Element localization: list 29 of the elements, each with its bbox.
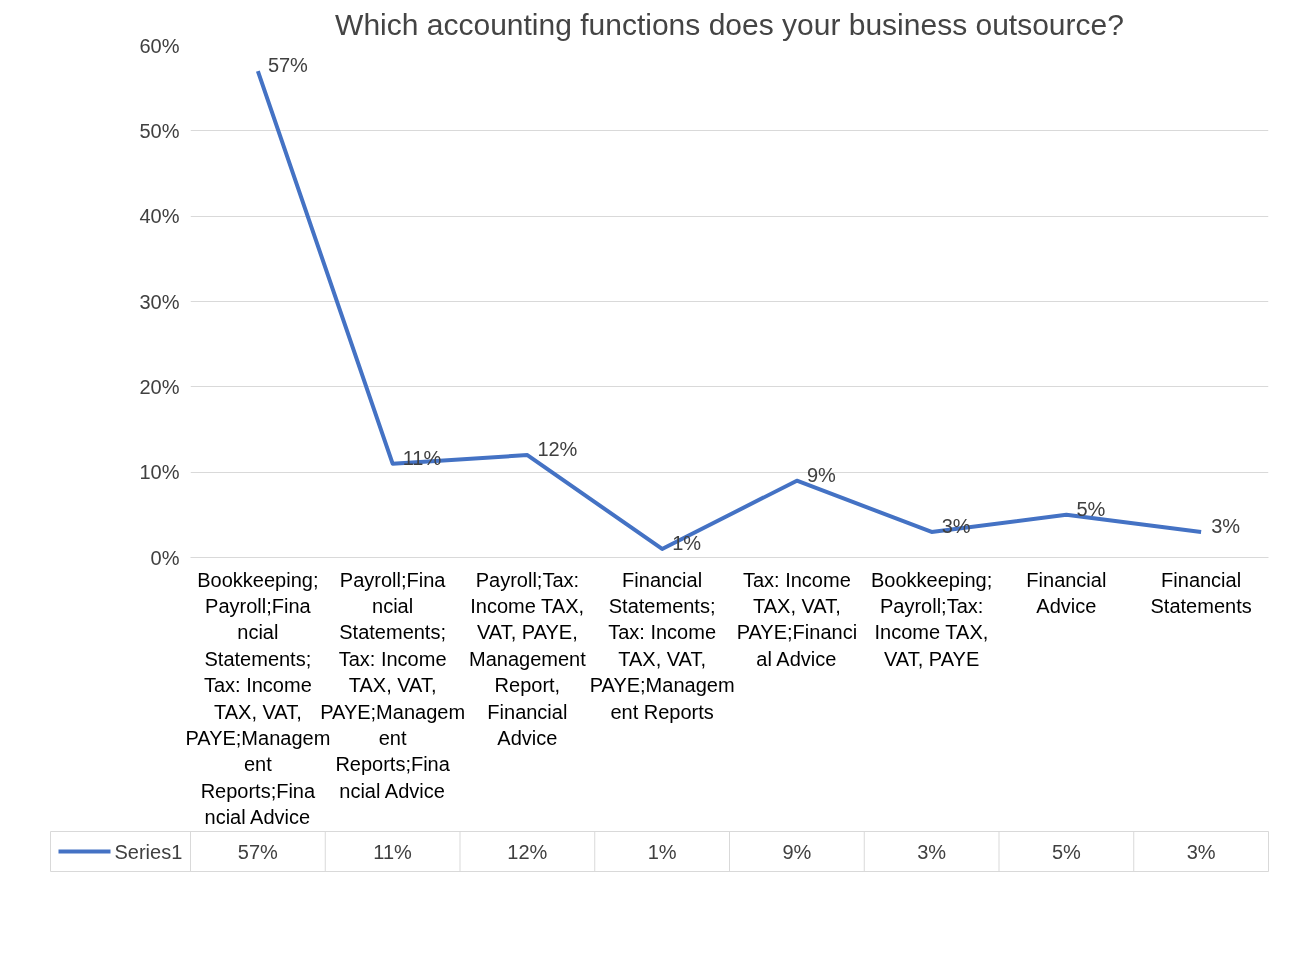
y-tick-label: 10% (139, 461, 180, 484)
y-tick-label: 30% (139, 290, 180, 313)
chart-title: Which accounting functions does your business outsource? (335, 7, 1124, 41)
data-label: 1% (647, 840, 677, 863)
data-label: 3% (917, 840, 947, 863)
x-tick-label: Bookkeeping;Payroll;Tax: Income TAX, VAT, PAYE (871, 568, 993, 670)
data-label: 5% (1051, 840, 1082, 863)
y-tick-label: 50% (139, 119, 180, 142)
y-tick-label: 0% (150, 546, 180, 569)
data-label: 12% (507, 840, 548, 863)
data-label: 57% (237, 840, 279, 863)
y-tick-label: 40% (139, 205, 180, 228)
y-tick-label: 20% (139, 375, 180, 398)
text: 3% (1211, 514, 1241, 537)
text: 12% (537, 438, 578, 461)
x-tick-label: Financial Advice (1026, 568, 1107, 617)
data-label: 3% (1186, 840, 1216, 863)
text: 9% (806, 463, 836, 486)
text: 5% (1076, 497, 1106, 520)
data-label: 9% (782, 840, 812, 863)
data-label: 11% (373, 840, 413, 863)
text: 57% (267, 54, 308, 77)
text: 1% (672, 531, 702, 554)
y-tick-label: 60% (139, 34, 180, 57)
x-tick-label: Payroll;Tax: Income TAX, VAT, PAYE, Management Report, Financial Advice (469, 568, 587, 749)
x-tick-label: Tax: Income TAX, VAT, PAYE;Financial Advice (736, 568, 858, 670)
legend-label: Series1 (114, 840, 183, 863)
x-tick-label: Financial Statements; Tax: Income TAX, VAT, PAYE;Management Reports (589, 568, 735, 723)
x-tick-label: Financial Statements (1150, 568, 1252, 617)
